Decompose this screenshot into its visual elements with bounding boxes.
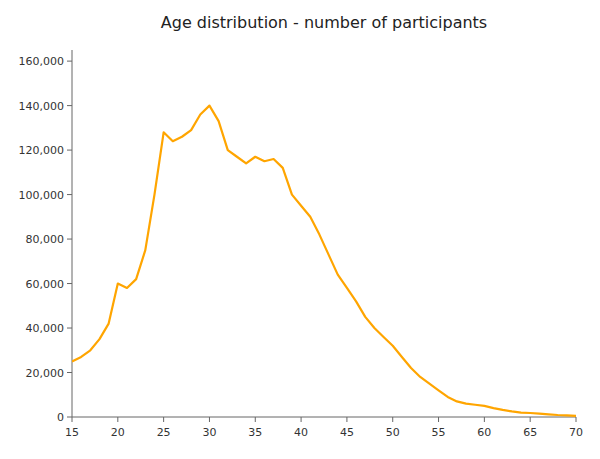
axes: 0 20,000 40,000 60,000 80,000 100,000 120,000 1… [19, 50, 584, 439]
x-tick [209, 417, 210, 422]
x-tick [163, 417, 164, 422]
x-tick [576, 417, 577, 422]
x-tick [72, 417, 73, 422]
x-tick [438, 417, 439, 422]
x-axis-line [72, 417, 576, 418]
x-tick [255, 417, 256, 422]
plot-area [72, 106, 576, 416]
chart: Age distribution - number of participant… [0, 0, 600, 459]
x-tick [392, 417, 393, 422]
x-tick-label: 25 [157, 426, 171, 439]
y-tick [67, 239, 72, 240]
y-tick [67, 283, 72, 284]
x-tick-label: 55 [432, 426, 446, 439]
y-tick [67, 150, 72, 151]
x-tick-label: 50 [386, 426, 400, 439]
x-tick-label: 20 [111, 426, 125, 439]
x-tick-label: 45 [340, 426, 354, 439]
x-tick [117, 417, 118, 422]
y-tick-label: 100,000 [19, 189, 65, 202]
x-tick-label: 30 [202, 426, 216, 439]
y-tick-label: 80,000 [26, 233, 65, 246]
x-tick-label: 70 [569, 426, 583, 439]
y-tick-label: 0 [57, 411, 64, 424]
y-tick-label: 20,000 [26, 367, 65, 380]
y-tick-label: 120,000 [19, 144, 65, 157]
y-tick-label: 160,000 [19, 55, 65, 68]
x-tick-label: 40 [294, 426, 308, 439]
y-tick [67, 328, 72, 329]
x-tick-label: 60 [477, 426, 491, 439]
y-tick [67, 61, 72, 62]
x-tick-label: 15 [65, 426, 79, 439]
x-tick [346, 417, 347, 422]
x-tick-label: 35 [248, 426, 262, 439]
line [72, 106, 576, 416]
title: Age distribution - number of participant… [161, 13, 487, 32]
x-tick [484, 417, 485, 422]
x-tick [301, 417, 302, 422]
x-tick-label: 65 [523, 426, 537, 439]
y-tick [67, 105, 72, 106]
y-tick-label: 40,000 [26, 322, 65, 335]
y-tick-label: 140,000 [19, 100, 65, 113]
y-tick [67, 194, 72, 195]
x-tick [530, 417, 531, 422]
y-tick [67, 417, 72, 418]
y-tick [67, 372, 72, 373]
y-tick-label: 60,000 [26, 278, 65, 291]
